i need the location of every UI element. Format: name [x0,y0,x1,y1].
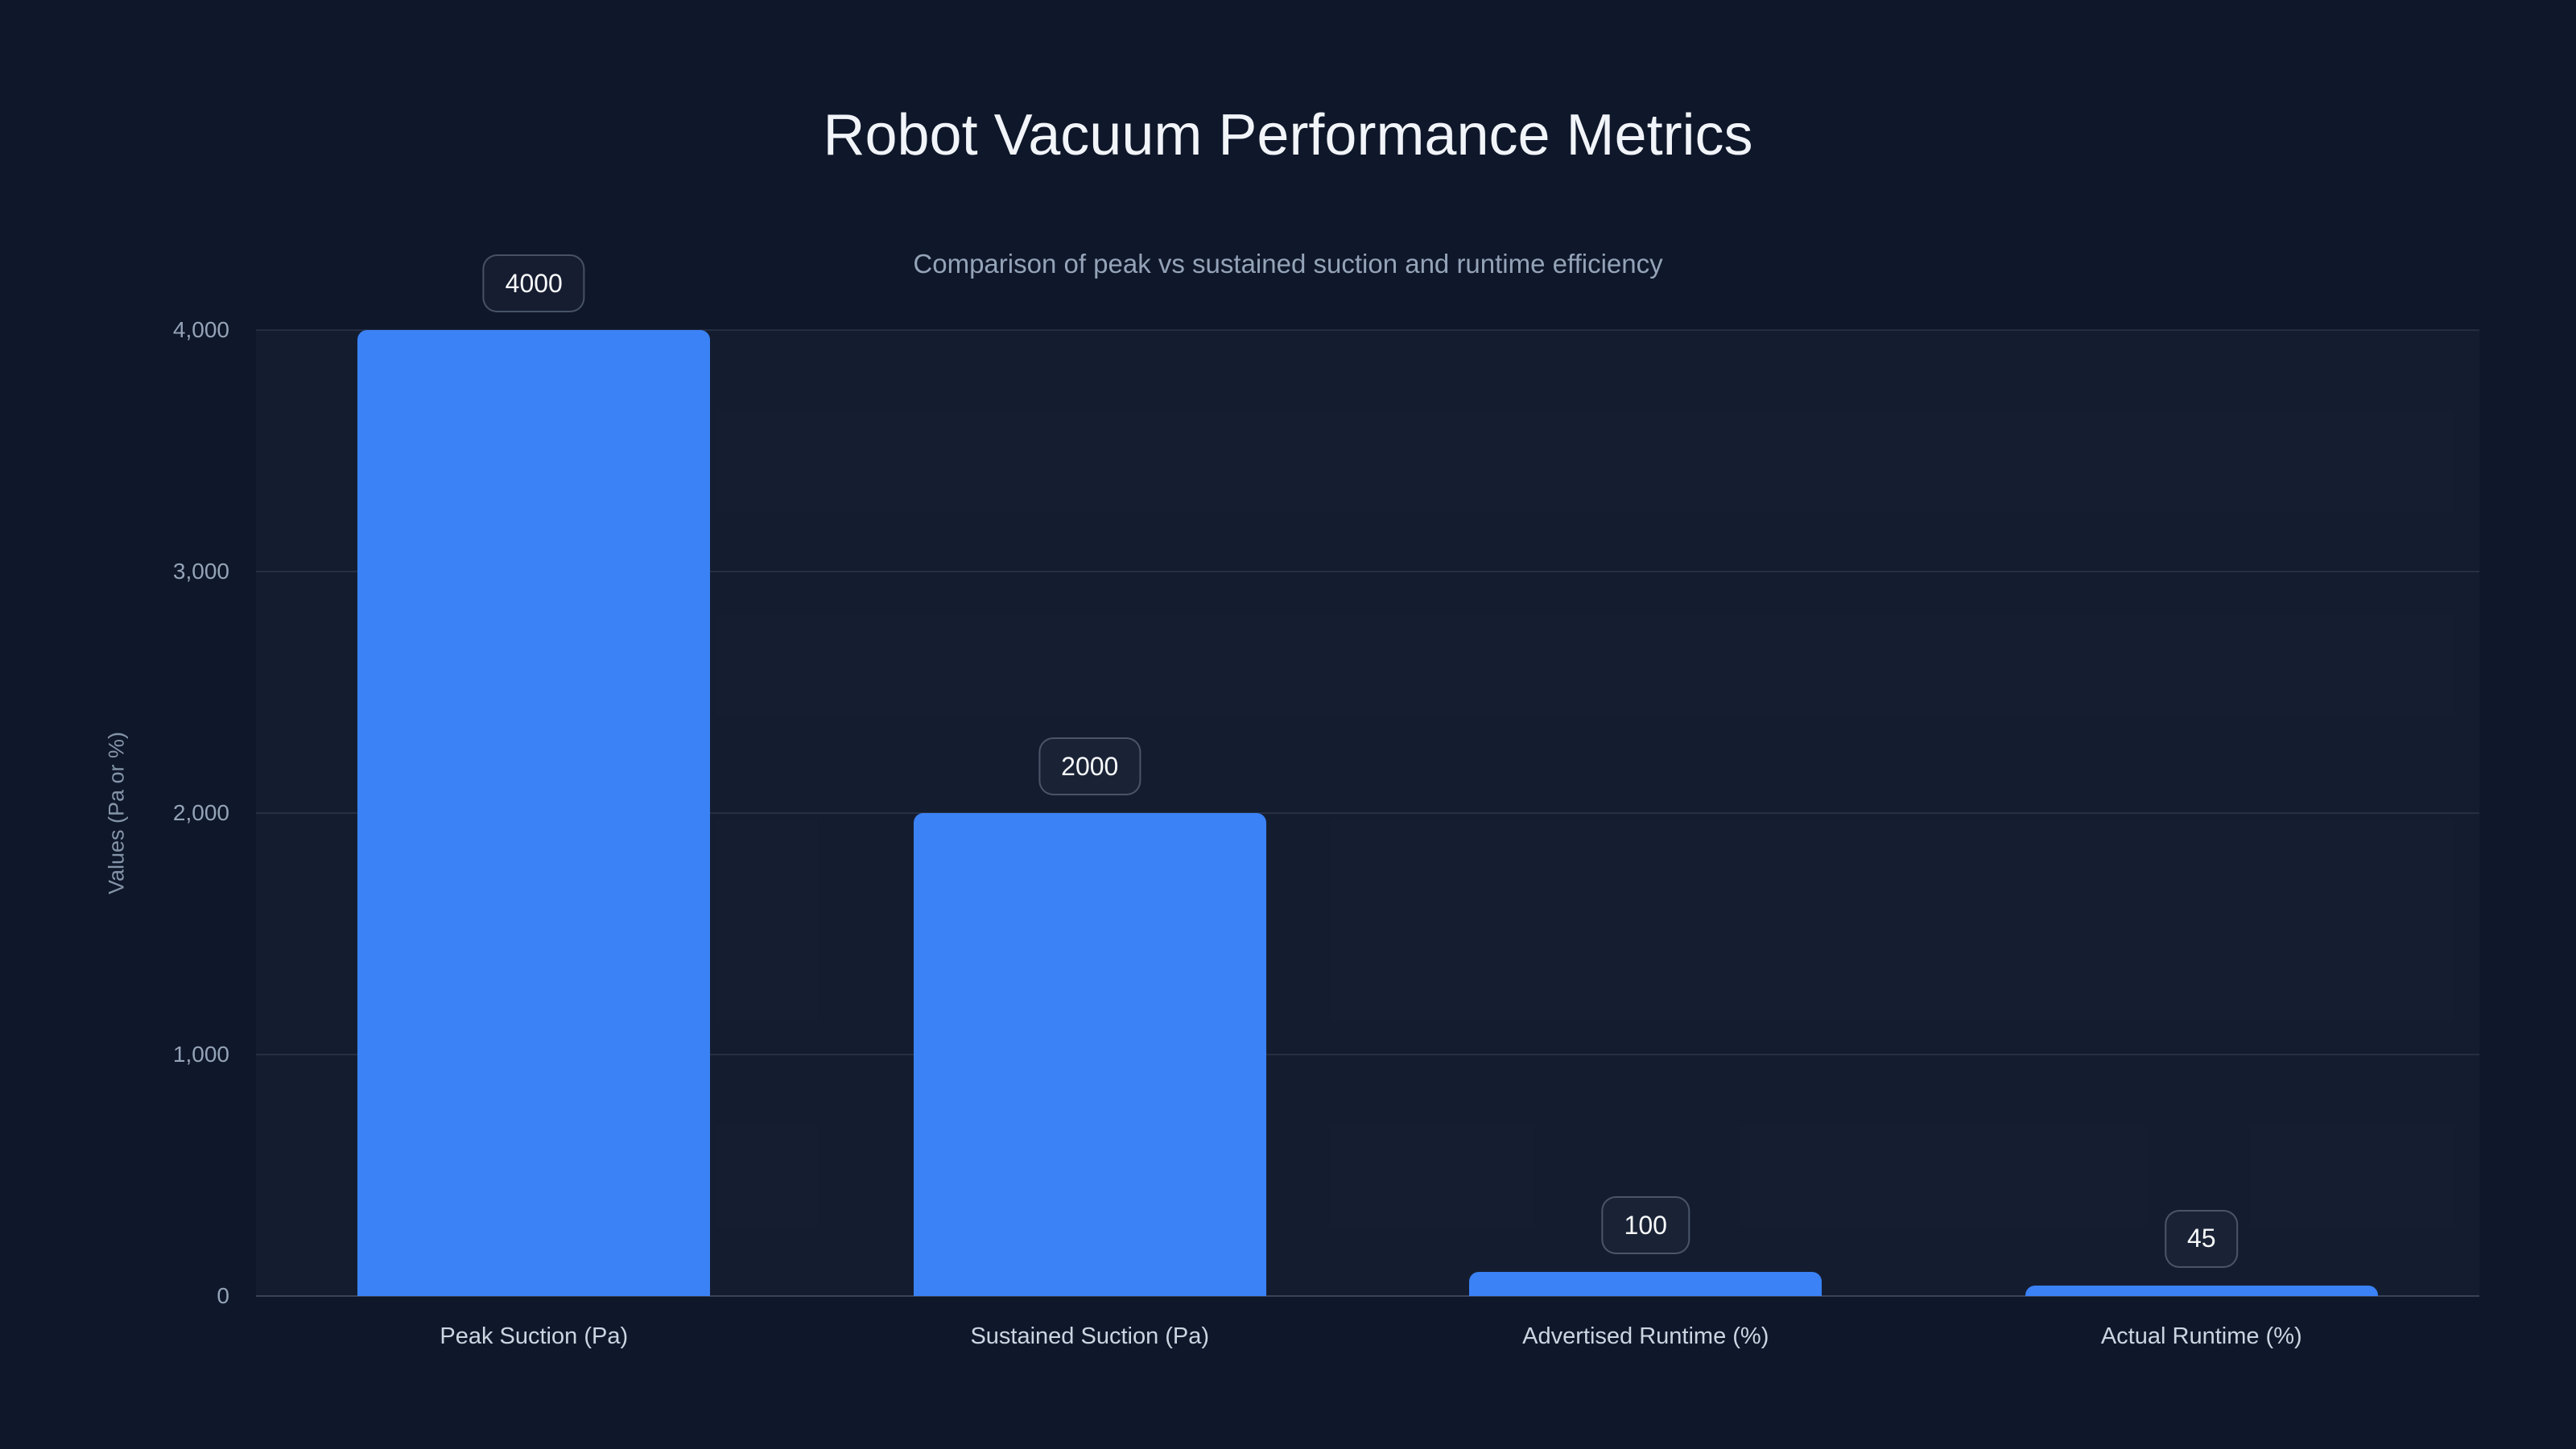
bar-slot: 2000 Sustained Suction (Pa) [812,330,1368,1349]
y-tick-label: 0 [217,1283,229,1308]
bar-slot: 100 Advertised Runtime (%) [1368,330,1924,1349]
chart-subtitle: Comparison of peak vs sustained suction … [913,249,1663,279]
value-badge: 4000 [482,254,585,312]
y-axis-ticks: 0 1,000 2,000 3,000 4,000 [0,317,229,1308]
x-category-label: Actual Runtime (%) [2100,1323,2302,1349]
gridline [256,329,2479,331]
bar [2025,1285,2378,1296]
bar-slot: 4000 Peak Suction (Pa) [256,254,812,1349]
bars: 4000 Peak Suction (Pa) 2000 Sustained Sucti… [256,254,2480,1349]
bar [357,330,711,1296]
x-category-label: Advertised Runtime (%) [1522,1323,1769,1349]
gridline [256,812,2479,814]
y-tick-label: 4,000 [172,317,229,342]
bar [1469,1272,1823,1296]
gridline [256,1054,2479,1055]
gridline [256,571,2479,572]
y-tick-label: 1,000 [172,1042,229,1067]
y-tick-label: 3,000 [172,559,229,584]
gridlines [256,329,2479,1297]
value-badge: 2000 [1038,737,1141,795]
x-axis-line [256,1295,2479,1297]
bar-slot: 45 Actual Runtime (%) [1924,330,2480,1349]
x-category-label: Sustained Suction (Pa) [970,1323,1210,1349]
chart-title: Robot Vacuum Performance Metrics [823,103,1753,167]
bar [913,813,1266,1296]
plot-area: 4000 Peak Suction (Pa) 2000 Sustained Sucti… [256,254,2480,1349]
x-category-label: Peak Suction (Pa) [440,1323,629,1349]
value-badge: 100 [1601,1196,1690,1254]
y-tick-label: 2,000 [172,800,229,825]
value-badge: 45 [2164,1209,2239,1268]
